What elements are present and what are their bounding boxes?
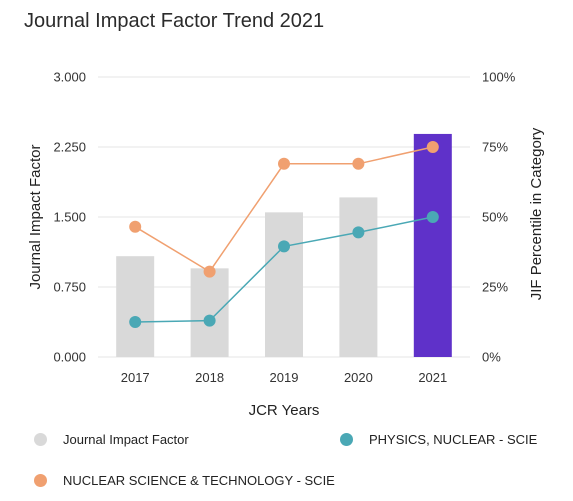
legend-swatch-nuclear-science <box>34 474 47 487</box>
x-tick-label: 2020 <box>344 370 373 385</box>
y2-tick-label: 50% <box>482 210 508 225</box>
point-1-2017 <box>129 316 142 328</box>
point-2-2020 <box>352 157 365 170</box>
point-1-2020 <box>352 226 365 239</box>
y-tick-label: 3.000 <box>53 70 86 85</box>
y-axis-label: Journal Impact Factor <box>27 144 44 289</box>
x-tick-label: 2019 <box>270 370 299 385</box>
y-tick-label: 0.750 <box>53 280 86 295</box>
y2-axis-label: JIF Percentile in Category <box>528 127 545 300</box>
legend-label-physics-nuclear: PHYSICS, NUCLEAR - SCIE <box>369 432 538 447</box>
x-tick-label: 2017 <box>121 370 150 385</box>
y2-tick-label: 25% <box>482 280 508 295</box>
point-2-2019 <box>278 157 290 170</box>
y2-tick-label: 100% <box>482 70 516 85</box>
legend-item-physics-nuclear[interactable]: PHYSICS, NUCLEAR - SCIE <box>340 432 537 447</box>
point-2-2017 <box>129 220 142 233</box>
legend-label-jif: Journal Impact Factor <box>63 432 189 447</box>
x-tick-label: 2021 <box>418 370 447 385</box>
bar-2020 <box>339 197 378 357</box>
bar-2019 <box>265 212 303 357</box>
bar-2017 <box>116 256 155 357</box>
y2-tick-label: 75% <box>482 140 508 155</box>
x-axis-label: JCR Years <box>249 402 320 419</box>
point-2-2021 <box>426 141 439 153</box>
point-2-2018 <box>203 265 216 278</box>
y-tick-label: 2.250 <box>53 140 86 155</box>
legend-swatch-physics-nuclear <box>340 433 353 446</box>
legend-label-nuclear-science: NUCLEAR SCIENCE & TECHNOLOGY - SCIE <box>63 473 335 488</box>
bar-2018 <box>190 268 229 357</box>
legend-swatch-jif <box>34 433 47 446</box>
y-tick-label: 0.000 <box>53 350 86 365</box>
x-tick-label: 2018 <box>195 370 224 385</box>
y2-tick-label: 0% <box>482 350 501 365</box>
y-tick-label: 1.500 <box>53 210 86 225</box>
chart-title: Journal Impact Factor Trend 2021 <box>24 10 325 32</box>
bar-2021 <box>413 133 452 357</box>
point-1-2019 <box>278 240 290 253</box>
legend-item-nuclear-science[interactable]: NUCLEAR SCIENCE & TECHNOLOGY - SCIE <box>34 473 335 488</box>
point-1-2018 <box>203 314 216 327</box>
legend-item-jif[interactable]: Journal Impact Factor <box>34 432 189 447</box>
point-1-2021 <box>426 211 439 223</box>
